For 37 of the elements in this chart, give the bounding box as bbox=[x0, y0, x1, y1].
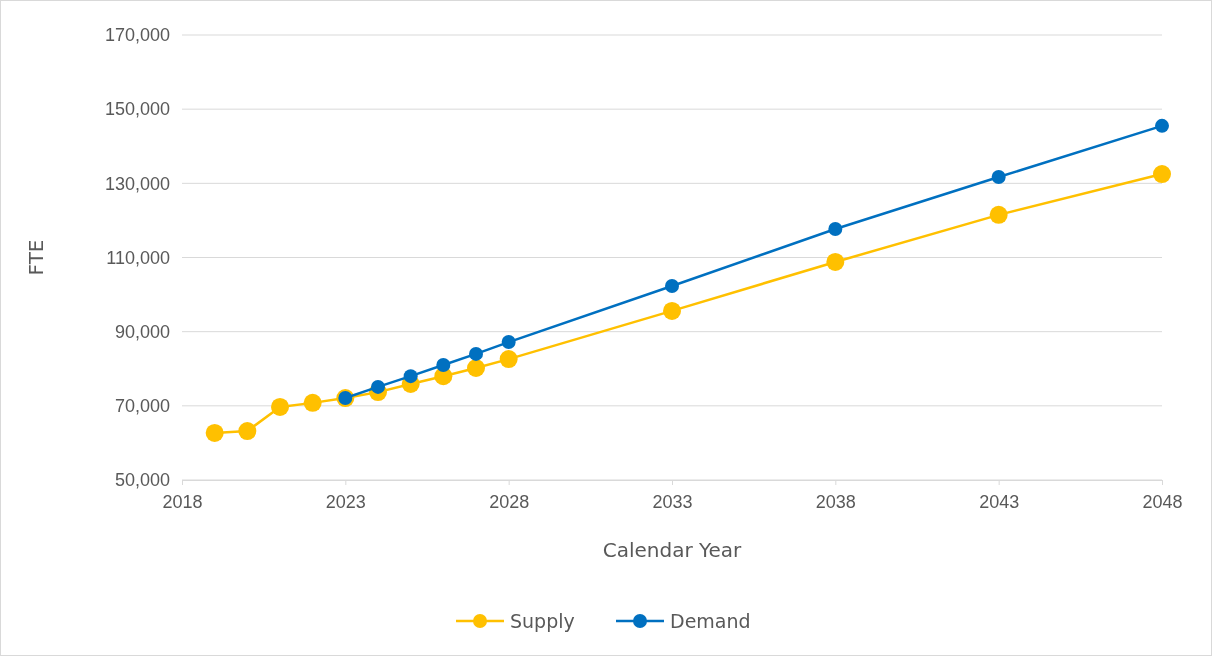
x-tick-label: 2023 bbox=[325, 491, 366, 512]
point bbox=[469, 346, 483, 361]
y-tick-label: 150,000 bbox=[104, 99, 170, 120]
y-tick-label: 170,000 bbox=[104, 25, 170, 46]
point bbox=[467, 359, 485, 378]
y-tick-label: 50,000 bbox=[114, 470, 170, 491]
point bbox=[501, 335, 516, 350]
y-tick-label: 130,000 bbox=[104, 173, 170, 194]
point bbox=[665, 279, 679, 294]
point bbox=[238, 422, 257, 441]
y-tick-label: 110,000 bbox=[106, 247, 170, 268]
point bbox=[828, 221, 843, 236]
legend-label: Supply bbox=[510, 609, 575, 632]
x-tick-label: 2043 bbox=[979, 491, 1020, 512]
point bbox=[303, 393, 322, 412]
x-tick-label: 2028 bbox=[489, 491, 530, 512]
y-axis-title: FTE bbox=[24, 239, 48, 276]
x-tick-label: 2033 bbox=[652, 491, 693, 512]
y-tick-label: 70,000 bbox=[114, 396, 170, 417]
point bbox=[989, 205, 1008, 224]
point bbox=[205, 423, 224, 442]
point bbox=[436, 358, 451, 373]
point bbox=[271, 397, 289, 416]
point bbox=[826, 252, 845, 271]
y-tick-label: 90,000 bbox=[114, 321, 170, 342]
point bbox=[991, 170, 1006, 185]
x-axis-title: Calendar Year bbox=[602, 538, 743, 562]
point bbox=[1155, 118, 1169, 133]
x-tick-label: 2048 bbox=[1142, 491, 1183, 512]
point bbox=[403, 369, 418, 384]
legend-label: Demand bbox=[670, 609, 751, 632]
point bbox=[1153, 165, 1171, 184]
point bbox=[371, 379, 385, 394]
x-tick-label: 2038 bbox=[815, 491, 856, 512]
x-tick-label: 2018 bbox=[162, 491, 203, 512]
point bbox=[499, 350, 518, 369]
point bbox=[663, 301, 681, 320]
